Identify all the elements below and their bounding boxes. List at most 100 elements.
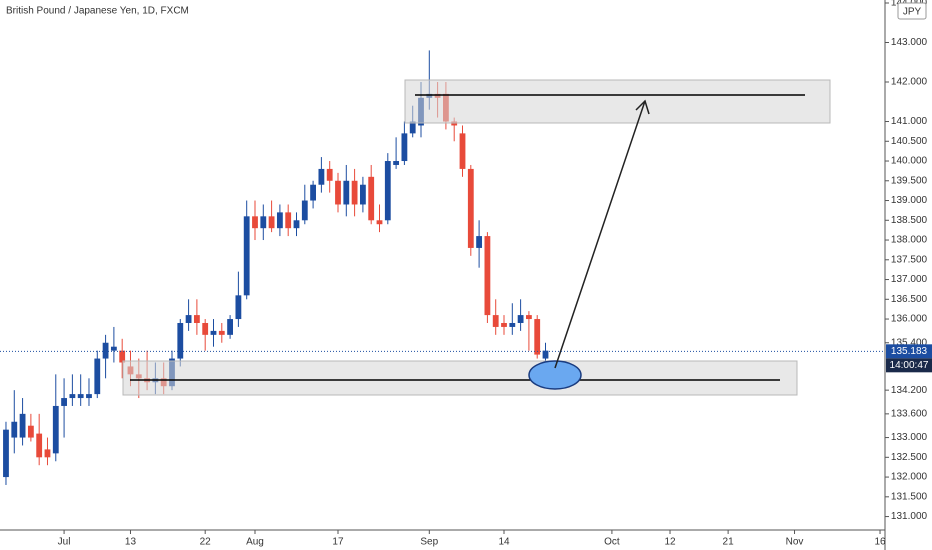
candle-body (343, 180, 350, 205)
candle-body (202, 322, 209, 335)
candle-body (218, 330, 225, 335)
candle-body (86, 394, 92, 399)
candle-body (476, 236, 483, 248)
x-tick-label: 14 (498, 537, 510, 548)
y-tick-label: 136.500 (891, 294, 928, 305)
candle-body (235, 295, 242, 320)
y-tick-label: 134.200 (891, 385, 928, 396)
candle-body (110, 346, 117, 351)
candle-body (368, 176, 375, 221)
target-ellipse (528, 360, 582, 390)
x-tick-label: 13 (125, 537, 137, 548)
y-tick-label: 131.500 (891, 491, 928, 502)
y-tick-label: 142.000 (891, 77, 928, 88)
candle-body (326, 168, 333, 181)
candle-body (492, 315, 499, 327)
candle-body (185, 315, 192, 323)
candle-body (102, 342, 109, 359)
candle-body (359, 184, 366, 205)
candle-body (293, 220, 300, 229)
candle-body (276, 212, 283, 229)
y-tick-label: 133.000 (891, 432, 928, 443)
candle-body (11, 421, 18, 438)
y-tick-label: 137.500 (891, 254, 928, 265)
candle-body (335, 180, 341, 205)
candle-body (94, 358, 101, 395)
candle-body (409, 121, 416, 134)
candle-body (52, 405, 59, 454)
candle-body (44, 449, 51, 458)
y-tick-label: 138.000 (891, 235, 928, 246)
currency-label[interactable]: JPY (903, 7, 922, 18)
x-tick-label: 21 (723, 537, 735, 548)
candle-body (252, 216, 258, 229)
x-tick-label: Jul (58, 537, 71, 548)
x-tick-label: 22 (200, 537, 212, 548)
candle-body (301, 200, 308, 221)
y-tick-label: 132.500 (891, 452, 928, 463)
candle-body (526, 315, 532, 320)
candle-body (484, 236, 491, 316)
candle-body (177, 322, 184, 359)
y-tick-label: 132.000 (891, 472, 928, 483)
candle-body (401, 133, 408, 162)
x-tick-label: 17 (332, 537, 344, 548)
candle-body (27, 425, 34, 438)
y-tick-label: 139.000 (891, 195, 928, 206)
y-tick-label: 133.600 (891, 408, 928, 419)
candle-body (69, 394, 76, 399)
y-tick-label: 138.500 (891, 215, 928, 226)
candle-body (376, 220, 383, 225)
arrow-head (635, 99, 650, 115)
candle-body (260, 216, 267, 229)
demand-zone (122, 360, 798, 396)
candle-body (310, 184, 317, 201)
candle-body (509, 322, 516, 327)
candle-body (384, 161, 391, 221)
y-tick-label: 140.000 (891, 156, 928, 167)
candle-body (193, 315, 200, 323)
candle-body (119, 350, 126, 363)
candle-body (227, 319, 233, 335)
candle-body (501, 322, 507, 327)
candle-body (77, 394, 84, 399)
candle-body (61, 398, 67, 406)
supply-zone (404, 79, 831, 124)
candle-body (459, 133, 466, 169)
candle-body (210, 330, 217, 335)
x-tick-label: 12 (664, 537, 676, 548)
candle-body (393, 161, 400, 165)
y-tick-label: 140.500 (891, 136, 928, 147)
candle-body (351, 180, 358, 205)
projection-arrow (554, 100, 646, 369)
y-tick-label: 136.000 (891, 314, 928, 325)
candle-body (268, 216, 275, 229)
countdown-label: 14:00:47 (890, 360, 929, 371)
x-tick-label: Aug (246, 537, 264, 548)
countdown-tag (886, 358, 932, 373)
y-tick-label: 143.000 (891, 37, 928, 48)
candle-body (542, 350, 549, 359)
candle-body (534, 319, 541, 355)
currency-box (897, 2, 927, 20)
candle-body (467, 168, 474, 248)
candle-body (318, 168, 325, 185)
y-tick-label: 141.000 (891, 116, 928, 127)
x-tick-label: 16 (874, 537, 886, 548)
y-tick-label: 135.400 (891, 337, 928, 348)
candle-body (3, 429, 9, 478)
y-tick-label: 131.000 (891, 511, 928, 522)
chart-title: British Pound / Japanese Yen, 1D, FXCM (6, 6, 189, 17)
candle-body (285, 212, 292, 229)
candle-body (243, 216, 250, 296)
candle-body (517, 315, 524, 323)
x-tick-label: Oct (604, 537, 620, 548)
y-tick-label: 139.500 (891, 175, 928, 186)
candle-body (19, 413, 26, 438)
last-price-label: 135.183 (891, 346, 928, 357)
last-price-tag (886, 344, 932, 359)
y-tick-label: 137.000 (891, 274, 928, 285)
